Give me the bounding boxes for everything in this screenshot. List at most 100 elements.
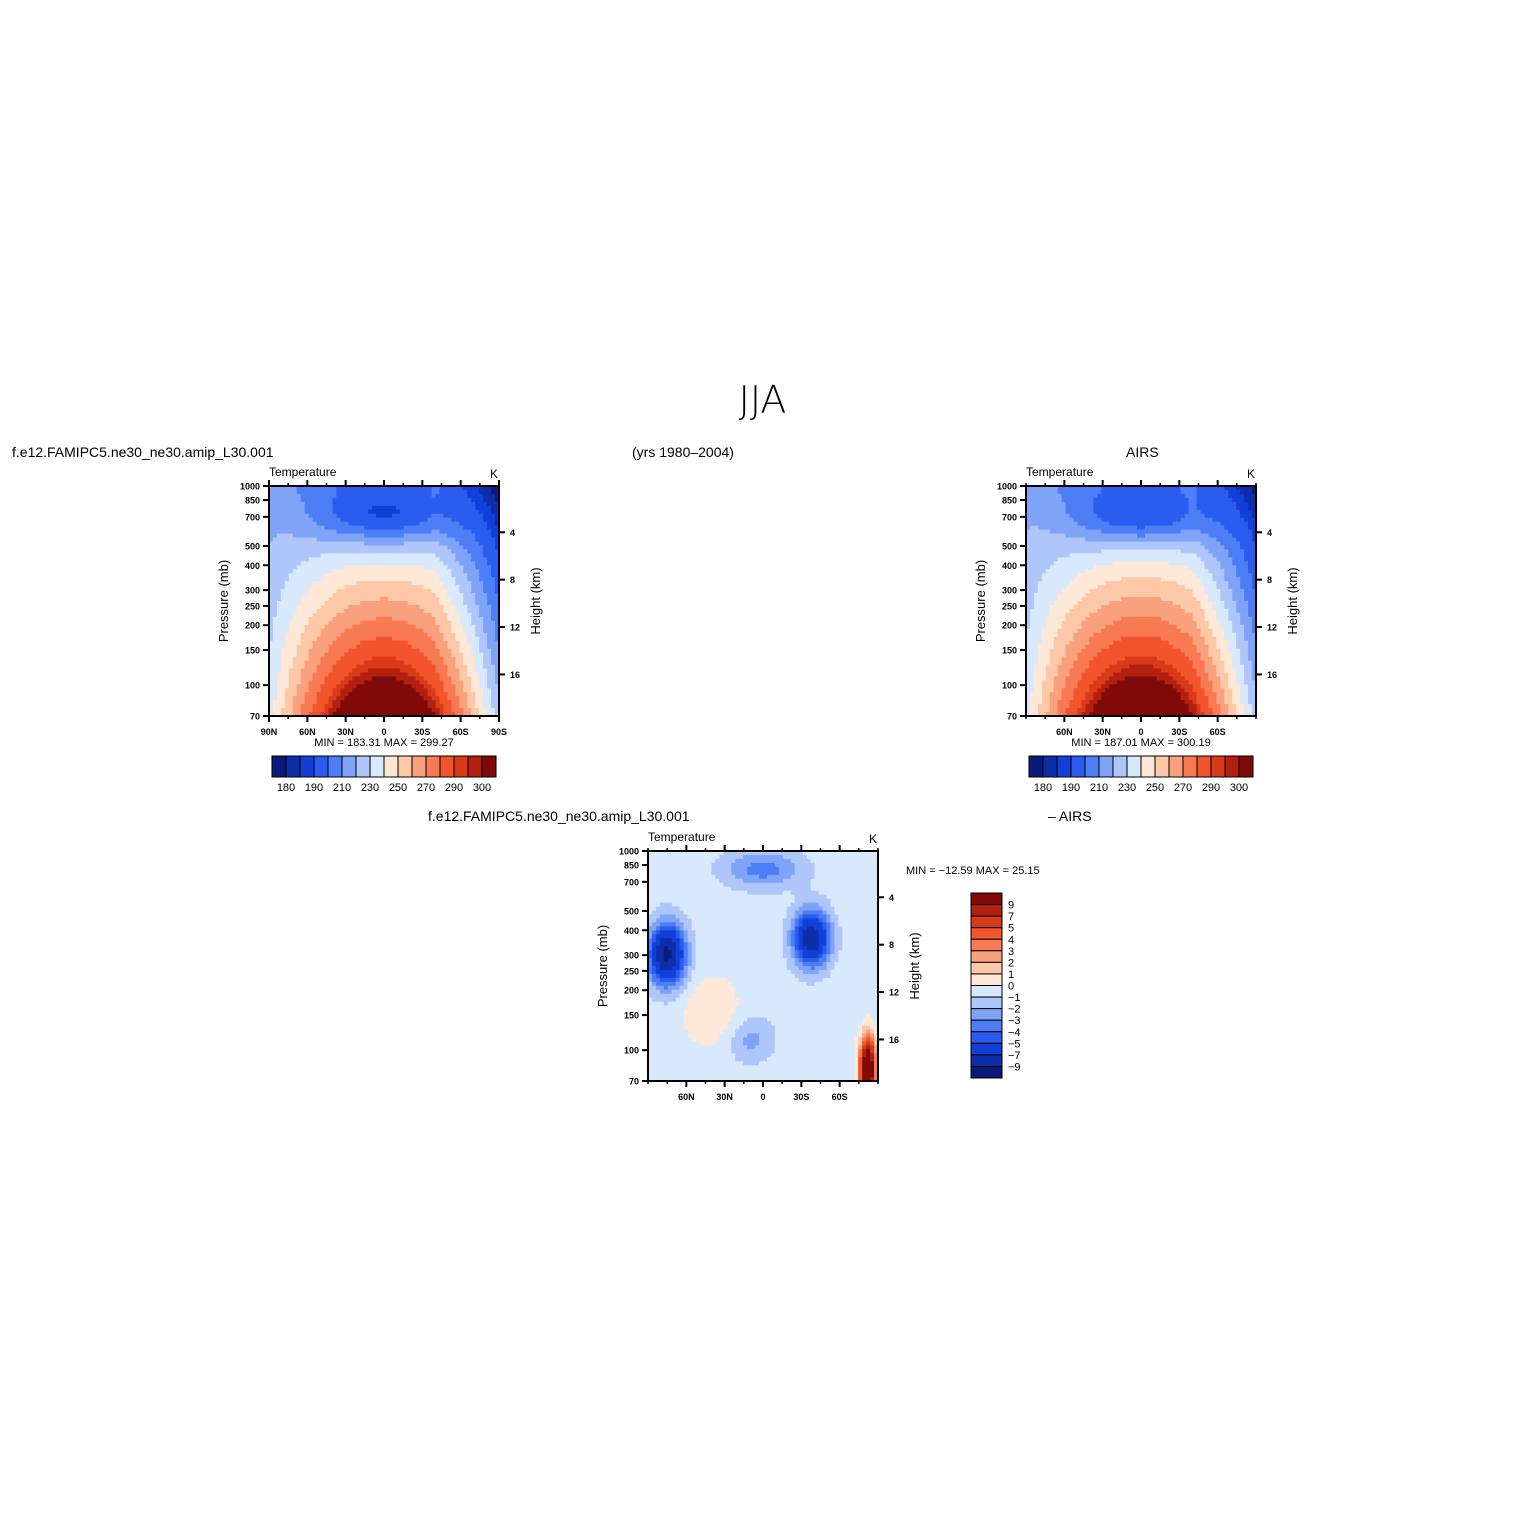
contour-cell (1077, 493, 1083, 499)
contour-cell (272, 545, 278, 551)
contour-cell (1026, 648, 1031, 654)
contour-cell (1073, 640, 1079, 646)
contour-cell (360, 708, 365, 713)
contour-cell (1061, 652, 1067, 658)
contour-cell (308, 628, 314, 634)
contour-cell (399, 616, 405, 622)
contour-cell (308, 612, 314, 618)
contour-cell (1077, 553, 1083, 558)
contour-cell (300, 541, 306, 547)
contour-cell (427, 569, 433, 574)
contour-cell (312, 565, 318, 570)
contour-cell (391, 513, 397, 519)
contour-cell (491, 632, 496, 638)
contour-cell (320, 601, 326, 606)
contour-cell (1033, 672, 1039, 677)
contour-cell (384, 704, 389, 709)
contour-cell (1097, 672, 1102, 677)
contour-cell (419, 668, 425, 673)
contour-cell (384, 620, 389, 626)
contour-cell (300, 513, 306, 519)
contour-cell (1065, 529, 1071, 535)
contour-cell (403, 648, 409, 654)
contour-cell (1026, 486, 1031, 491)
contour-cell (1037, 486, 1043, 491)
contour-cell (269, 561, 274, 566)
contour-cell (439, 644, 445, 650)
contour-cell (1077, 636, 1083, 642)
contour-cell (284, 612, 290, 618)
contour-cell (419, 640, 425, 646)
contour-cell (332, 624, 338, 630)
contour-cell (276, 712, 282, 716)
contour-cell (316, 648, 322, 654)
contour-cell (487, 676, 492, 681)
contour-cell (1109, 608, 1114, 614)
contour-cell (300, 616, 306, 622)
contour-cell (459, 652, 464, 658)
contour-cell (1105, 493, 1110, 499)
contour-cell (312, 505, 318, 511)
contour-cell (475, 660, 480, 666)
contour-cell (399, 692, 405, 697)
contour-cell (1077, 517, 1083, 523)
contour-cell (296, 549, 302, 555)
contour-cell (1057, 628, 1063, 634)
contour-cell (1033, 589, 1039, 594)
contour-cell (1109, 636, 1114, 642)
contour-cell (411, 509, 417, 515)
contour-cell (1121, 672, 1126, 677)
contour-cell (1069, 712, 1075, 716)
contour-cell (1029, 704, 1035, 709)
contour-cell (455, 656, 460, 662)
contour-cell (328, 553, 334, 558)
contour-cell (1065, 664, 1071, 670)
contour-cell (1057, 557, 1063, 562)
contour-cell (475, 517, 480, 523)
contour-cell (340, 612, 345, 618)
contour-cell (475, 501, 480, 507)
contour-cell (483, 676, 488, 681)
contour-cell (1041, 644, 1047, 650)
contour-cell (459, 509, 464, 515)
contour-cell (348, 545, 353, 551)
contour-cell (1105, 676, 1110, 681)
contour-cell (435, 549, 441, 555)
contour-cell (296, 545, 302, 551)
contour-cell (1033, 569, 1039, 574)
contour-cell (376, 608, 381, 614)
contour-cell (332, 672, 338, 677)
contour-cell (269, 712, 274, 716)
contour-cell (1093, 489, 1098, 495)
contour-cell (435, 640, 441, 646)
contour-cell (292, 680, 298, 685)
contour-cell (269, 624, 274, 630)
contour-cell (399, 648, 405, 654)
contour-cell (376, 708, 381, 713)
contour-cell (1113, 517, 1118, 523)
contour-cell (471, 569, 476, 574)
contour-cell (384, 640, 389, 646)
contour-cell (1041, 573, 1047, 578)
contour-cell (495, 608, 499, 614)
contour-cell (1085, 553, 1091, 558)
contour-cell (308, 577, 314, 582)
contour-cell (368, 704, 373, 709)
contour-cell (384, 497, 389, 503)
contour-cell (1113, 712, 1118, 716)
contour-cell (1093, 541, 1098, 547)
contour-cell (272, 604, 278, 610)
contour-cell (372, 569, 377, 574)
contour-cell (304, 501, 310, 507)
contour-cell (1117, 616, 1122, 622)
contour-cell (463, 597, 468, 602)
contour-cell (320, 549, 326, 555)
contour-cell (1065, 537, 1071, 543)
contour-cell (364, 581, 369, 586)
contour-cell (475, 644, 480, 650)
contour-cell (391, 565, 397, 570)
model-ylabel: Pressure (mb) (216, 560, 231, 642)
contour-cell (1089, 589, 1095, 594)
contour-cell (348, 601, 353, 606)
contour-cell (380, 668, 385, 673)
